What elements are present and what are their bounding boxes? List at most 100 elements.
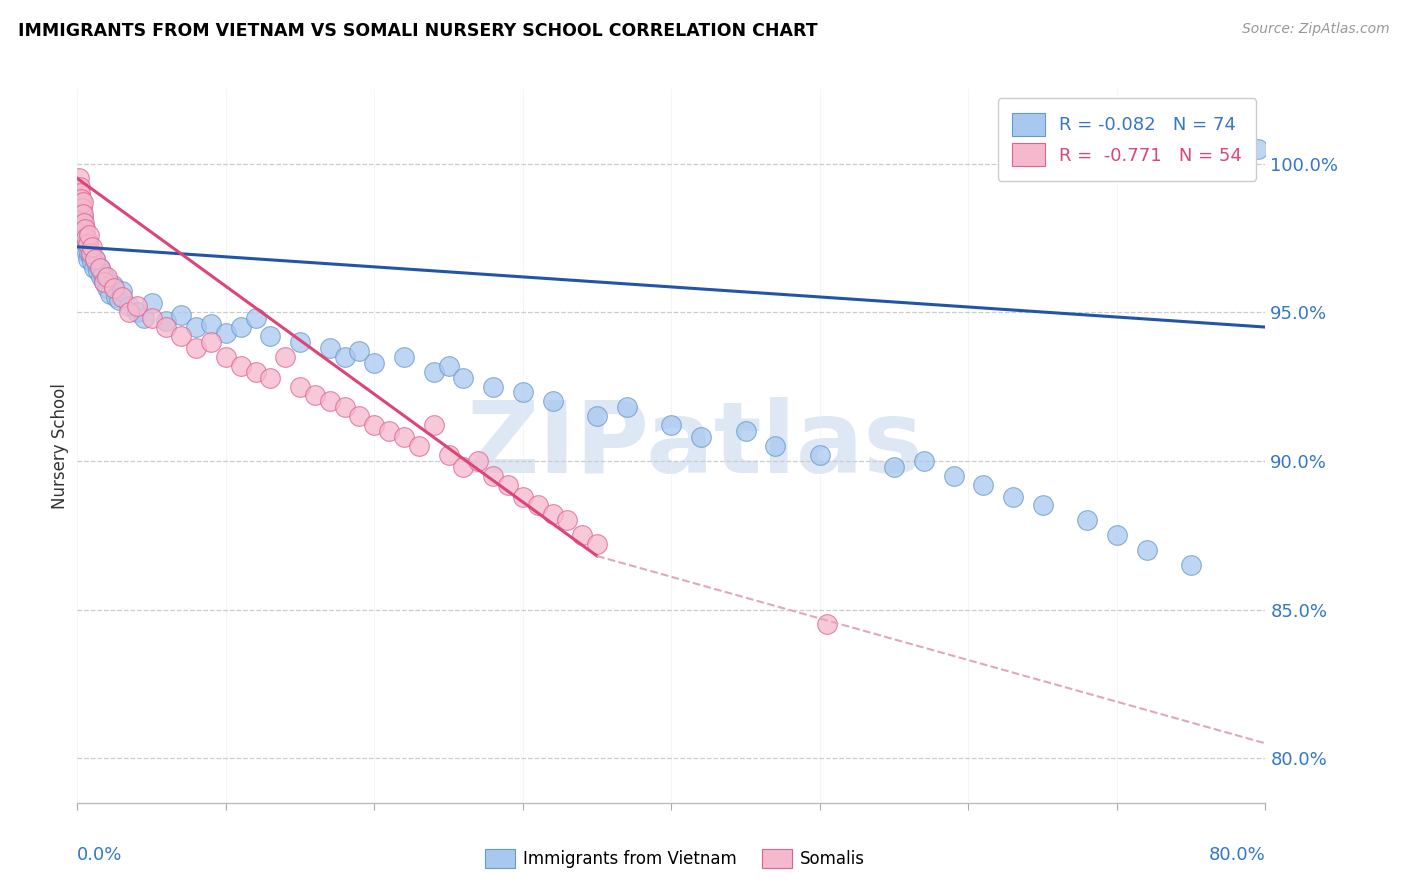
Point — [288, 334, 311, 349]
Point — [482, 379, 505, 393]
Point — [75, 227, 97, 242]
Point — [72, 210, 94, 224]
Point — [70, 207, 93, 221]
Point — [155, 314, 177, 328]
Point — [80, 249, 103, 263]
Text: ZIPatlas: ZIPatlas — [467, 398, 924, 494]
Point — [84, 252, 107, 266]
Point — [186, 320, 208, 334]
Point — [942, 468, 965, 483]
Point — [186, 341, 208, 355]
Point — [94, 272, 117, 286]
Point — [82, 240, 104, 254]
Point — [616, 401, 638, 415]
Point — [215, 350, 238, 364]
Point — [1076, 513, 1098, 527]
Text: 0.0%: 0.0% — [77, 846, 122, 863]
Point — [96, 281, 118, 295]
Point — [69, 201, 91, 215]
Point — [912, 454, 935, 468]
Point — [586, 409, 609, 424]
Point — [76, 245, 98, 260]
Point — [392, 350, 415, 364]
Point — [98, 287, 121, 301]
Point — [808, 448, 831, 462]
Point — [319, 394, 342, 409]
Point — [72, 207, 94, 221]
Point — [70, 201, 93, 215]
Point — [73, 231, 96, 245]
Point — [76, 236, 98, 251]
Point — [77, 252, 100, 266]
Point — [586, 537, 609, 551]
Point — [349, 343, 371, 358]
Point — [118, 299, 141, 313]
Point — [259, 329, 281, 343]
Point — [93, 276, 115, 290]
Point — [557, 513, 579, 527]
Point — [1032, 499, 1054, 513]
Point — [229, 320, 252, 334]
Point — [512, 385, 534, 400]
Point — [229, 359, 252, 373]
Point — [274, 350, 297, 364]
Point — [245, 365, 267, 379]
Y-axis label: Nursery School: Nursery School — [51, 383, 69, 509]
Point — [125, 299, 148, 313]
Point — [1105, 528, 1128, 542]
Point — [526, 499, 548, 513]
Point — [89, 260, 111, 275]
Point — [763, 439, 786, 453]
Point — [288, 379, 311, 393]
Text: 80.0%: 80.0% — [1209, 846, 1265, 863]
Point — [170, 308, 193, 322]
Point — [75, 236, 97, 251]
Point — [101, 278, 124, 293]
Point — [259, 370, 281, 384]
Point — [77, 227, 100, 242]
Point — [89, 260, 111, 275]
Point — [333, 350, 356, 364]
Point — [111, 290, 134, 304]
Point — [72, 195, 94, 210]
Point — [108, 293, 131, 308]
Point — [118, 305, 141, 319]
Point — [392, 430, 415, 444]
Point — [408, 439, 430, 453]
Point — [333, 401, 356, 415]
Point — [541, 508, 564, 522]
Point — [67, 192, 90, 206]
Point — [1247, 142, 1270, 156]
Point — [453, 370, 475, 384]
Point — [73, 222, 96, 236]
Point — [1136, 543, 1159, 558]
Point — [453, 459, 475, 474]
Point — [96, 269, 118, 284]
Point — [437, 359, 460, 373]
Point — [319, 341, 342, 355]
Point — [75, 231, 97, 245]
Point — [349, 409, 371, 424]
Point — [1001, 490, 1024, 504]
Point — [134, 311, 156, 326]
Point — [972, 477, 994, 491]
Point — [141, 296, 163, 310]
Point — [91, 267, 114, 281]
Point — [80, 245, 103, 260]
Point — [215, 326, 238, 340]
Point — [77, 245, 100, 260]
Point — [103, 281, 125, 295]
Point — [82, 254, 104, 268]
Legend: Immigrants from Vietnam, Somalis: Immigrants from Vietnam, Somalis — [478, 842, 872, 875]
Point — [76, 234, 98, 248]
Point — [378, 424, 401, 438]
Point — [73, 222, 96, 236]
Point — [125, 305, 148, 319]
Text: IMMIGRANTS FROM VIETNAM VS SOMALI NURSERY SCHOOL CORRELATION CHART: IMMIGRANTS FROM VIETNAM VS SOMALI NURSER… — [18, 22, 818, 40]
Point — [541, 394, 564, 409]
Point — [883, 459, 905, 474]
Point — [815, 617, 838, 632]
Legend: R = -0.082   N = 74, R =  -0.771   N = 54: R = -0.082 N = 74, R = -0.771 N = 54 — [998, 98, 1257, 181]
Point — [200, 317, 222, 331]
Point — [734, 424, 756, 438]
